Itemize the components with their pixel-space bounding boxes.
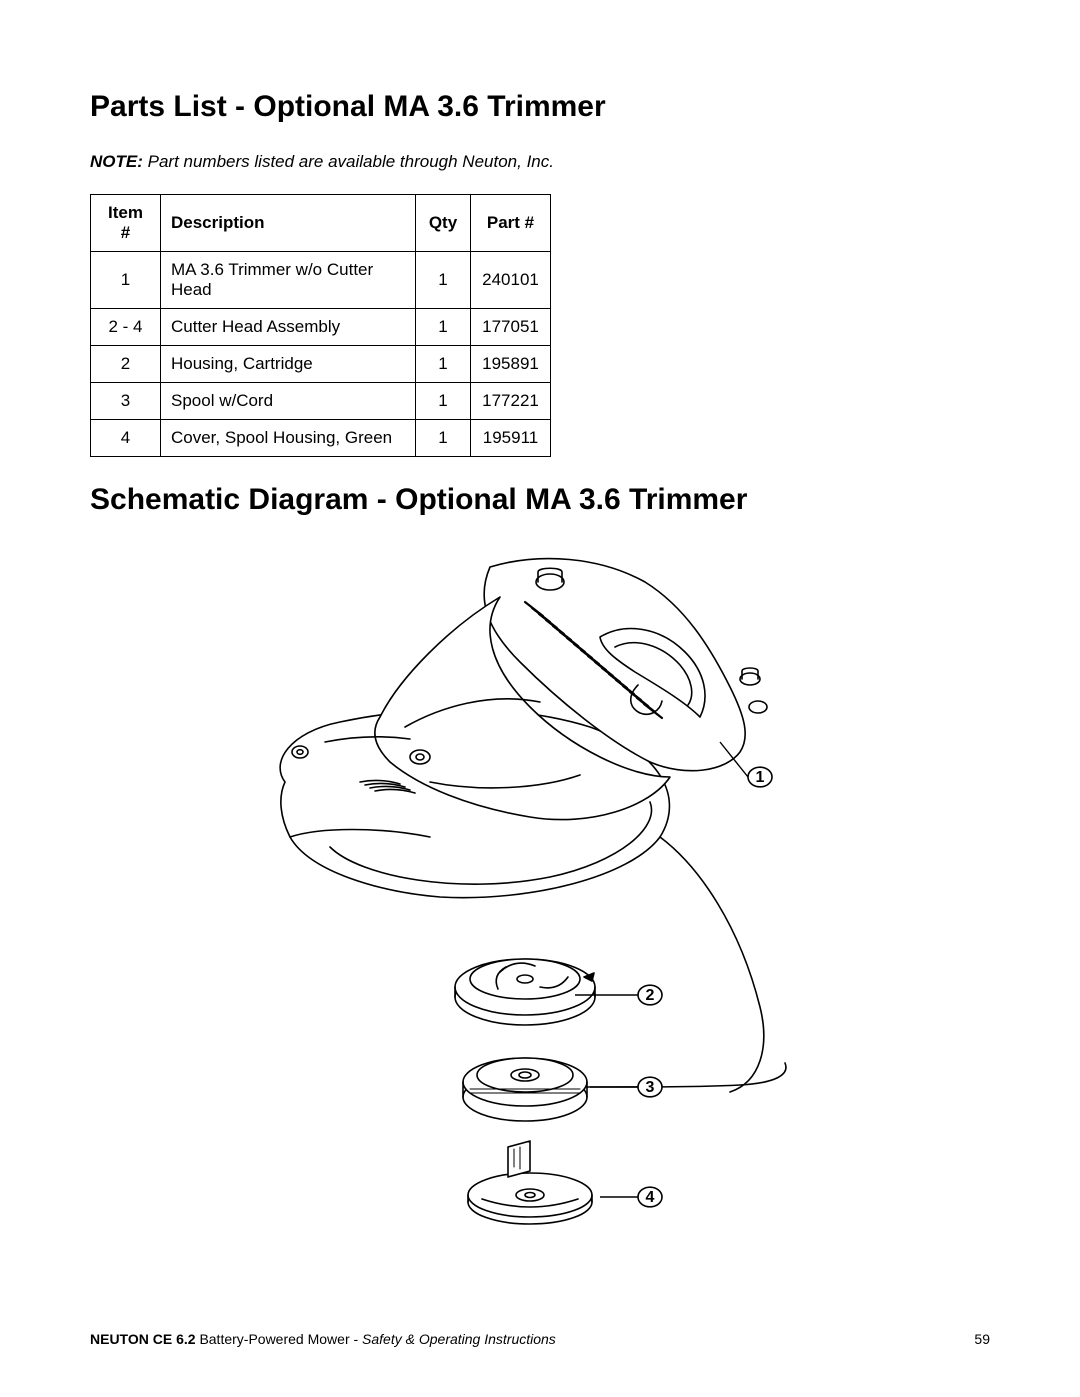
table-row: 4Cover, Spool Housing, Green1195911 bbox=[91, 420, 551, 457]
table-row: 3Spool w/Cord1177221 bbox=[91, 383, 551, 420]
table-row: 2 - 4Cutter Head Assembly1177051 bbox=[91, 309, 551, 346]
col-item: Item # bbox=[91, 195, 161, 252]
table-cell: 177051 bbox=[471, 309, 551, 346]
table-cell: 2 bbox=[91, 346, 161, 383]
svg-text:1: 1 bbox=[756, 769, 765, 786]
col-description: Description bbox=[161, 195, 416, 252]
table-cell: 1 bbox=[416, 420, 471, 457]
svg-text:3: 3 bbox=[646, 1079, 655, 1096]
parts-table: Item # Description Qty Part # 1MA 3.6 Tr… bbox=[90, 194, 551, 457]
table-cell: 1 bbox=[416, 346, 471, 383]
page-title: Parts List - Optional MA 3.6 Trimmer bbox=[90, 90, 990, 124]
table-cell: Cutter Head Assembly bbox=[161, 309, 416, 346]
col-part: Part # bbox=[471, 195, 551, 252]
table-cell: 240101 bbox=[471, 252, 551, 309]
table-cell: 195891 bbox=[471, 346, 551, 383]
table-cell: 3 bbox=[91, 383, 161, 420]
footer-left: NEUTON CE 6.2 Battery-Powered Mower - Sa… bbox=[90, 1331, 556, 1347]
table-cell: 1 bbox=[91, 252, 161, 309]
footer-page-number: 59 bbox=[974, 1331, 990, 1347]
page-footer: NEUTON CE 6.2 Battery-Powered Mower - Sa… bbox=[90, 1331, 990, 1347]
table-cell: 1 bbox=[416, 383, 471, 420]
footer-subtitle: Safety & Operating Instructions bbox=[362, 1331, 556, 1347]
table-cell: Cover, Spool Housing, Green bbox=[161, 420, 416, 457]
table-cell: 1 bbox=[416, 309, 471, 346]
trimmer-schematic-svg: 1 2 3 4 bbox=[230, 527, 850, 1247]
col-qty: Qty bbox=[416, 195, 471, 252]
table-header-row: Item # Description Qty Part # bbox=[91, 195, 551, 252]
note-line: NOTE: Part numbers listed are available … bbox=[90, 152, 990, 172]
table-cell: 4 bbox=[91, 420, 161, 457]
note-label: NOTE: bbox=[90, 152, 143, 171]
table-cell: 195911 bbox=[471, 420, 551, 457]
table-cell: 177221 bbox=[471, 383, 551, 420]
schematic-diagram: 1 2 3 4 bbox=[90, 527, 990, 1247]
manual-page: Parts List - Optional MA 3.6 Trimmer NOT… bbox=[0, 0, 1080, 1397]
table-cell: MA 3.6 Trimmer w/o Cutter Head bbox=[161, 252, 416, 309]
table-row: 1MA 3.6 Trimmer w/o Cutter Head1240101 bbox=[91, 252, 551, 309]
svg-text:2: 2 bbox=[646, 987, 655, 1004]
table-cell: Housing, Cartridge bbox=[161, 346, 416, 383]
table-cell: 2 - 4 bbox=[91, 309, 161, 346]
footer-desc: Battery-Powered Mower - bbox=[199, 1331, 362, 1347]
note-text: Part numbers listed are available throug… bbox=[148, 152, 554, 171]
schematic-title: Schematic Diagram - Optional MA 3.6 Trim… bbox=[90, 483, 990, 517]
table-cell: Spool w/Cord bbox=[161, 383, 416, 420]
table-cell: 1 bbox=[416, 252, 471, 309]
svg-text:4: 4 bbox=[646, 1189, 655, 1206]
table-row: 2Housing, Cartridge1195891 bbox=[91, 346, 551, 383]
footer-product: NEUTON CE 6.2 bbox=[90, 1331, 196, 1347]
